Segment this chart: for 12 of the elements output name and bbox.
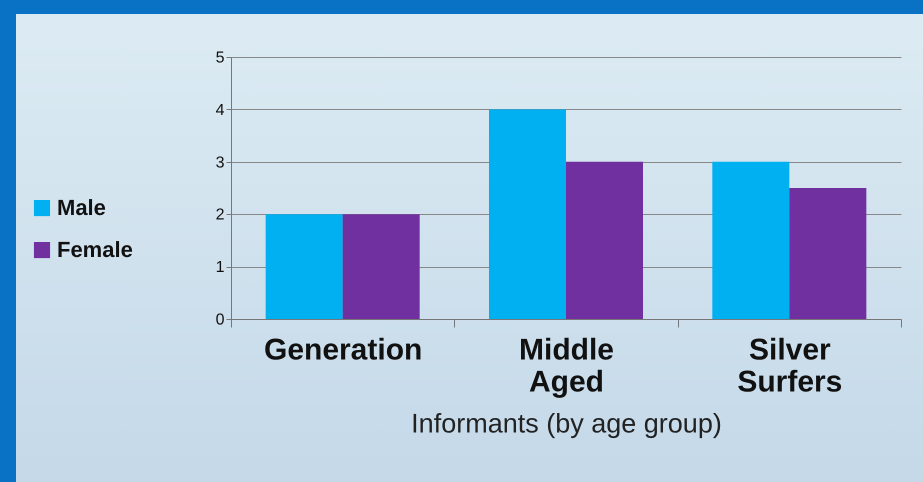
y-tick-label: 4 (216, 102, 225, 119)
x-tick-label: Middle Aged (519, 334, 614, 398)
legend-label: Female (57, 237, 133, 262)
y-tick-label: 5 (216, 50, 225, 66)
y-tick-label: 2 (216, 206, 225, 224)
x-tick-label: Silver Surfers (737, 334, 842, 398)
x-axis-title: Informants (by age group) (411, 408, 722, 438)
x-tick-label: Generation (264, 334, 422, 366)
legend-label: Male (57, 195, 106, 220)
y-tick-label: 1 (216, 259, 225, 276)
y-tick-label: 3 (216, 154, 225, 172)
y-tick-label: 0 (216, 312, 225, 328)
